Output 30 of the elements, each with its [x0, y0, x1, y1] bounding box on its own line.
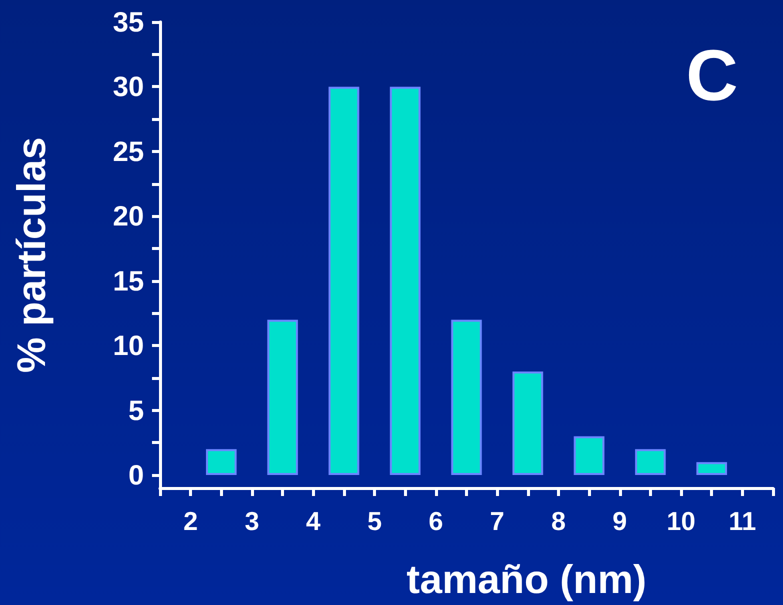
- x-tick-label: 6: [428, 506, 444, 536]
- bar: [451, 320, 482, 476]
- x-tick-label: 10: [666, 506, 696, 536]
- x-tick-label: 7: [490, 506, 504, 536]
- x-tick-label: 5: [367, 506, 382, 536]
- y-tick-label: 0: [128, 460, 144, 491]
- bar: [328, 86, 360, 476]
- x-tick-label: 9: [612, 506, 627, 536]
- x-tick-label: 3: [244, 506, 260, 536]
- x-tick-label: 8: [551, 506, 566, 536]
- y-tick-label: 10: [112, 330, 144, 362]
- y-axis-title: % partículas: [10, 137, 54, 373]
- y-tick-label: 30: [112, 71, 144, 102]
- y-tick-label: 15: [112, 265, 144, 296]
- bar: [512, 372, 544, 476]
- x-tick-label: 2: [183, 506, 198, 536]
- x-tick-label: 4: [306, 506, 322, 536]
- y-tick-label: 25: [112, 136, 144, 167]
- annotation: C: [686, 36, 738, 116]
- bar: [696, 462, 728, 476]
- y-tick-label: 20: [112, 200, 144, 232]
- x-tick-label: 11: [728, 506, 756, 536]
- bar: [390, 86, 421, 476]
- y-tick-label: 35: [112, 6, 144, 38]
- x-axis-title: tamaño (nm): [406, 558, 646, 602]
- y-tick-label: 5: [128, 394, 144, 426]
- bar: [635, 449, 666, 476]
- bar: [574, 436, 604, 476]
- bar: [267, 320, 298, 476]
- bar: [206, 449, 237, 476]
